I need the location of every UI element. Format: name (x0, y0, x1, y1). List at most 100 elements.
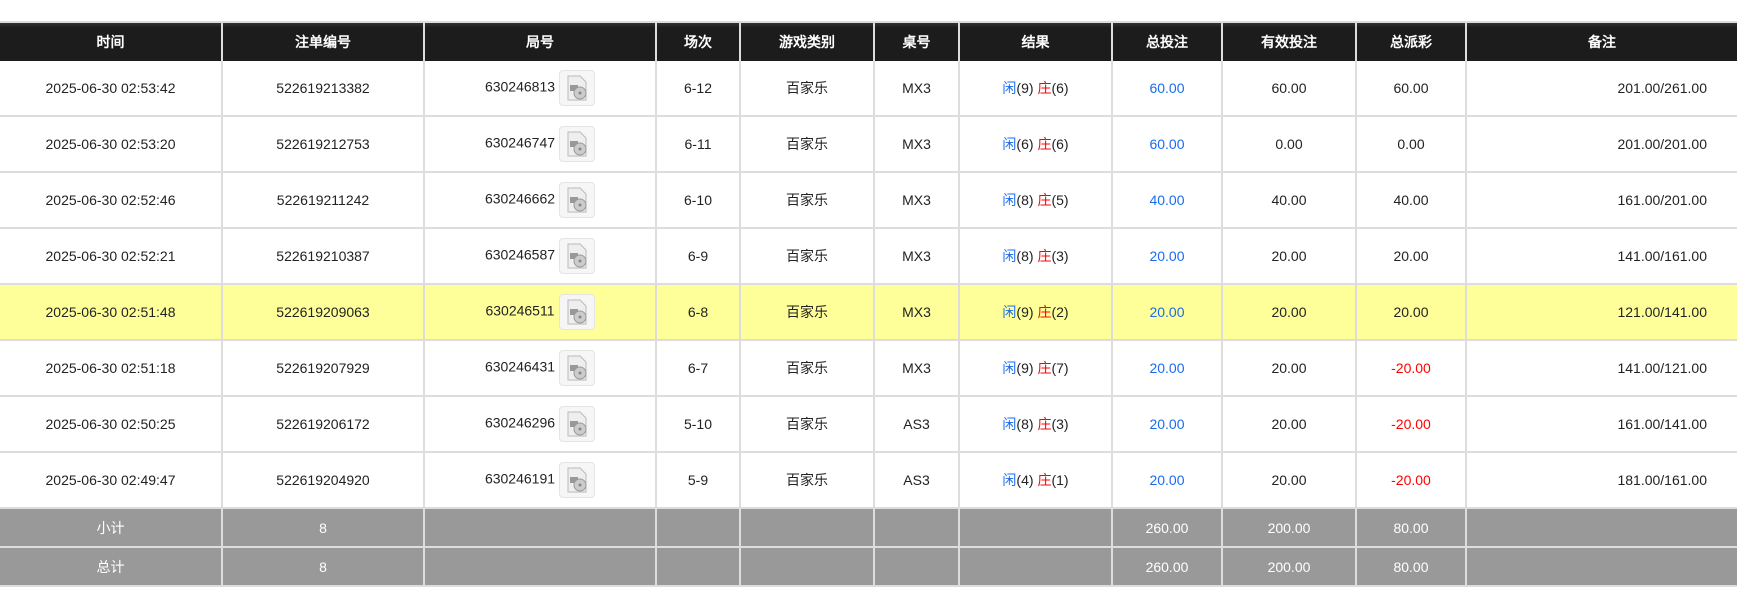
cell-round: 630246296 (423, 396, 656, 453)
cell-time: 2025-06-30 02:53:20 (0, 116, 222, 173)
header-time: 时间 (0, 21, 222, 61)
player-label: 闲 (1002, 416, 1017, 432)
round-number: 630246511 (485, 302, 555, 319)
cell-total-bet: 20.00 (1111, 340, 1222, 397)
header-payout: 总派彩 (1355, 21, 1466, 61)
cell-total-bet: 60.00 (1111, 61, 1222, 117)
player-label: 闲 (1002, 192, 1017, 208)
subtotal-total: 260.00 (1111, 508, 1222, 548)
cell-bet-id: 522619212753 (221, 116, 424, 173)
cell-total-bet: 20.00 (1111, 228, 1222, 285)
cell-table: AS3 (873, 396, 959, 453)
banker-score: (6) (1051, 80, 1069, 96)
player-label: 闲 (1002, 136, 1017, 152)
player-score: (6) (1016, 136, 1034, 152)
cell-table: MX3 (873, 340, 959, 397)
cell-shoe: 6-10 (655, 172, 740, 229)
player-score: (4) (1016, 472, 1034, 488)
player-score: (9) (1016, 360, 1034, 376)
cell-valid-bet: 20.00 (1221, 452, 1356, 509)
cell-bet-id: 522619210387 (221, 228, 424, 285)
cell-shoe: 6-7 (655, 340, 740, 397)
cell-shoe: 5-10 (655, 396, 740, 453)
header-table: 桌号 (873, 21, 959, 61)
header-result: 结果 (958, 21, 1112, 61)
cell-payout: 0.00 (1355, 116, 1466, 173)
cell-bet-id: 522619211242 (221, 172, 424, 229)
grandtotal-total: 260.00 (1111, 547, 1222, 587)
cell-bet-id: 522619206172 (221, 396, 424, 453)
video-replay-icon[interactable] (559, 406, 596, 442)
cell-shoe: 6-12 (655, 61, 740, 117)
cell-valid-bet: 60.00 (1221, 61, 1356, 117)
cell-total-bet: 20.00 (1111, 396, 1222, 453)
video-replay-icon[interactable] (559, 70, 596, 106)
table-row: 2025-06-30 02:51:48 522619209063 6302465… (0, 284, 1737, 341)
banker-score: (3) (1051, 248, 1069, 264)
cell-table: MX3 (873, 228, 959, 285)
cell-note: 181.00/161.00 (1465, 452, 1737, 509)
cell-time: 2025-06-30 02:53:42 (0, 61, 222, 117)
player-score: (8) (1016, 416, 1034, 432)
cell-game: 百家乐 (739, 61, 874, 117)
cell-result: 闲(8) 庄(5) (958, 172, 1112, 229)
cell-valid-bet: 20.00 (1221, 340, 1356, 397)
round-number: 630246587 (484, 246, 556, 263)
cell-shoe: 6-8 (655, 284, 740, 341)
video-replay-icon[interactable] (559, 462, 596, 498)
cell-valid-bet: 40.00 (1221, 172, 1356, 229)
header-total-bet: 总投注 (1111, 21, 1222, 61)
cell-note: 201.00/261.00 (1465, 61, 1737, 117)
banker-label: 庄 (1037, 192, 1052, 208)
bet-records-table: 时间 注单编号 局号 场次 游戏类别 桌号 结果 总投注 有效投注 总派彩 备注… (0, 21, 1737, 587)
table-row: 2025-06-30 02:52:46 522619211242 6302466… (0, 172, 1737, 229)
banker-label: 庄 (1037, 360, 1052, 376)
cell-valid-bet: 20.00 (1221, 284, 1356, 341)
player-label: 闲 (1002, 248, 1017, 264)
cell-table: MX3 (873, 61, 959, 117)
cell-note: 141.00/121.00 (1465, 340, 1737, 397)
cell-note: 141.00/161.00 (1465, 228, 1737, 285)
banker-score: (7) (1051, 360, 1069, 376)
subtotal-payout: 80.00 (1355, 508, 1466, 548)
cell-total-bet: 60.00 (1111, 116, 1222, 173)
cell-game: 百家乐 (739, 116, 874, 173)
video-replay-icon[interactable] (559, 126, 596, 162)
banker-score: (1) (1051, 472, 1069, 488)
cell-time: 2025-06-30 02:51:18 (0, 340, 222, 397)
cell-time: 2025-06-30 02:52:21 (0, 228, 222, 285)
cell-note: 161.00/201.00 (1465, 172, 1737, 229)
cell-payout: -20.00 (1355, 340, 1466, 397)
cell-valid-bet: 0.00 (1221, 116, 1356, 173)
cell-round: 630246191 (423, 452, 656, 509)
cell-bet-id: 522619209063 (221, 284, 424, 341)
cell-bet-id: 522619204920 (221, 452, 424, 509)
video-replay-icon[interactable] (559, 182, 596, 218)
cell-round: 630246587 (423, 228, 656, 285)
player-label: 闲 (1002, 80, 1017, 96)
player-label: 闲 (1002, 472, 1017, 488)
cell-result: 闲(8) 庄(3) (958, 396, 1112, 453)
table-row: 2025-06-30 02:50:25 522619206172 6302462… (0, 396, 1737, 453)
subtotal-count: 8 (221, 508, 424, 548)
cell-table: MX3 (873, 284, 959, 341)
cell-game: 百家乐 (739, 396, 874, 453)
player-score: (8) (1016, 192, 1034, 208)
cell-result: 闲(9) 庄(2) (958, 284, 1112, 341)
cell-result: 闲(6) 庄(6) (958, 116, 1112, 173)
banker-score: (5) (1051, 192, 1069, 208)
subtotal-valid: 200.00 (1221, 508, 1356, 548)
cell-result: 闲(4) 庄(1) (958, 452, 1112, 509)
video-replay-icon[interactable] (559, 350, 596, 386)
banker-label: 庄 (1037, 304, 1052, 320)
round-number: 630246813 (484, 78, 556, 95)
cell-valid-bet: 20.00 (1221, 228, 1356, 285)
header-shoe: 场次 (655, 21, 740, 61)
cell-result: 闲(8) 庄(3) (958, 228, 1112, 285)
video-replay-icon[interactable] (558, 294, 595, 330)
banker-score: (2) (1051, 304, 1069, 320)
grandtotal-label: 总计 (0, 547, 222, 587)
video-replay-icon[interactable] (559, 238, 596, 274)
cell-payout: -20.00 (1355, 452, 1466, 509)
cell-payout: 40.00 (1355, 172, 1466, 229)
